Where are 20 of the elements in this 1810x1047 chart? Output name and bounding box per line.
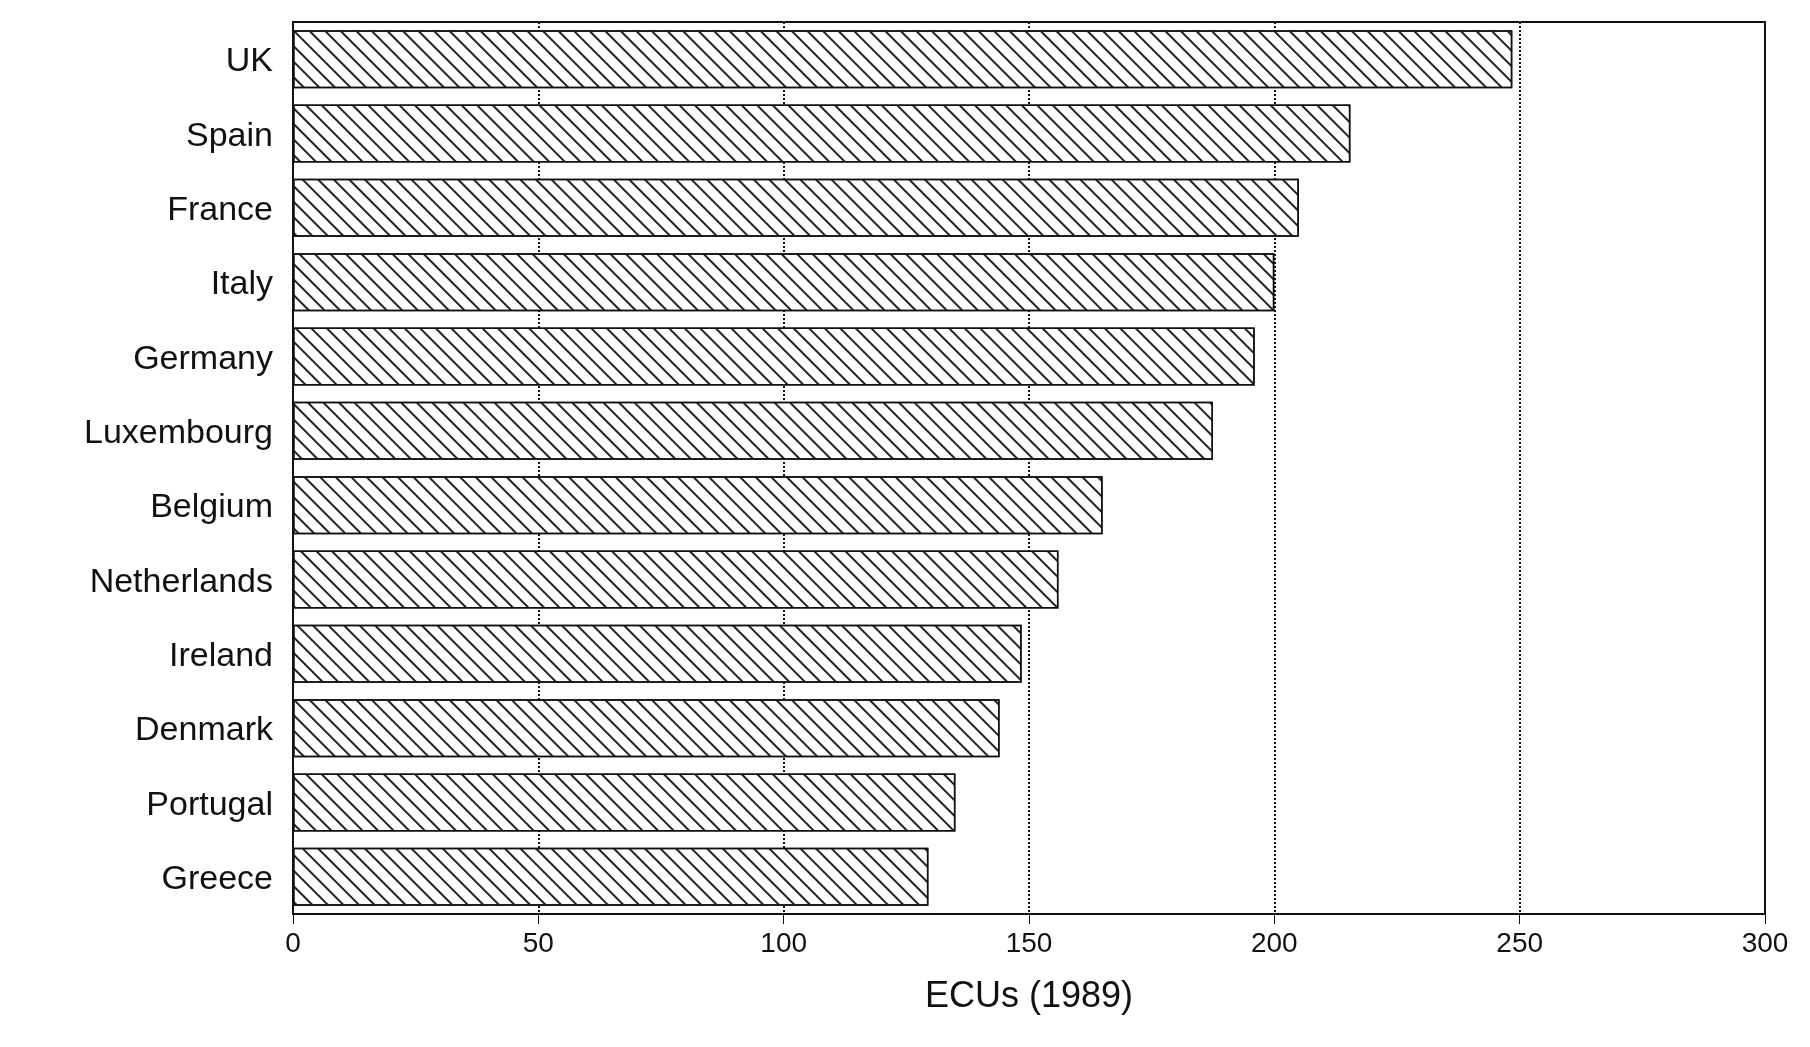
x-tick-label: 200: [1250, 926, 1298, 958]
x-tick-label: 300: [1741, 926, 1789, 958]
y-tick-label: UK: [225, 40, 274, 79]
y-tick-label: Denmark: [135, 709, 274, 748]
x-axis-title: ECUs (1989): [924, 973, 1134, 1015]
y-tick-label: France: [167, 188, 273, 227]
y-tick-label: Ireland: [169, 634, 273, 673]
y-tick-label: Germany: [133, 337, 273, 376]
y-tick-label: Netherlands: [89, 560, 273, 599]
x-tick-label: 100: [760, 926, 808, 958]
x-tick-label: 50: [522, 926, 554, 958]
y-tick-label: Italy: [210, 263, 273, 302]
y-tick-label: Spain: [186, 114, 273, 153]
y-tick-label: Luxembourg: [83, 411, 273, 450]
x-tick-label: 0: [285, 926, 301, 958]
x-tick-label: 250: [1496, 926, 1544, 958]
x-tick-label: 150: [1005, 926, 1053, 958]
y-tick-label: Greece: [161, 857, 273, 896]
y-tick-label: Belgium: [150, 486, 273, 525]
y-tick-label: Portugal: [146, 783, 273, 822]
